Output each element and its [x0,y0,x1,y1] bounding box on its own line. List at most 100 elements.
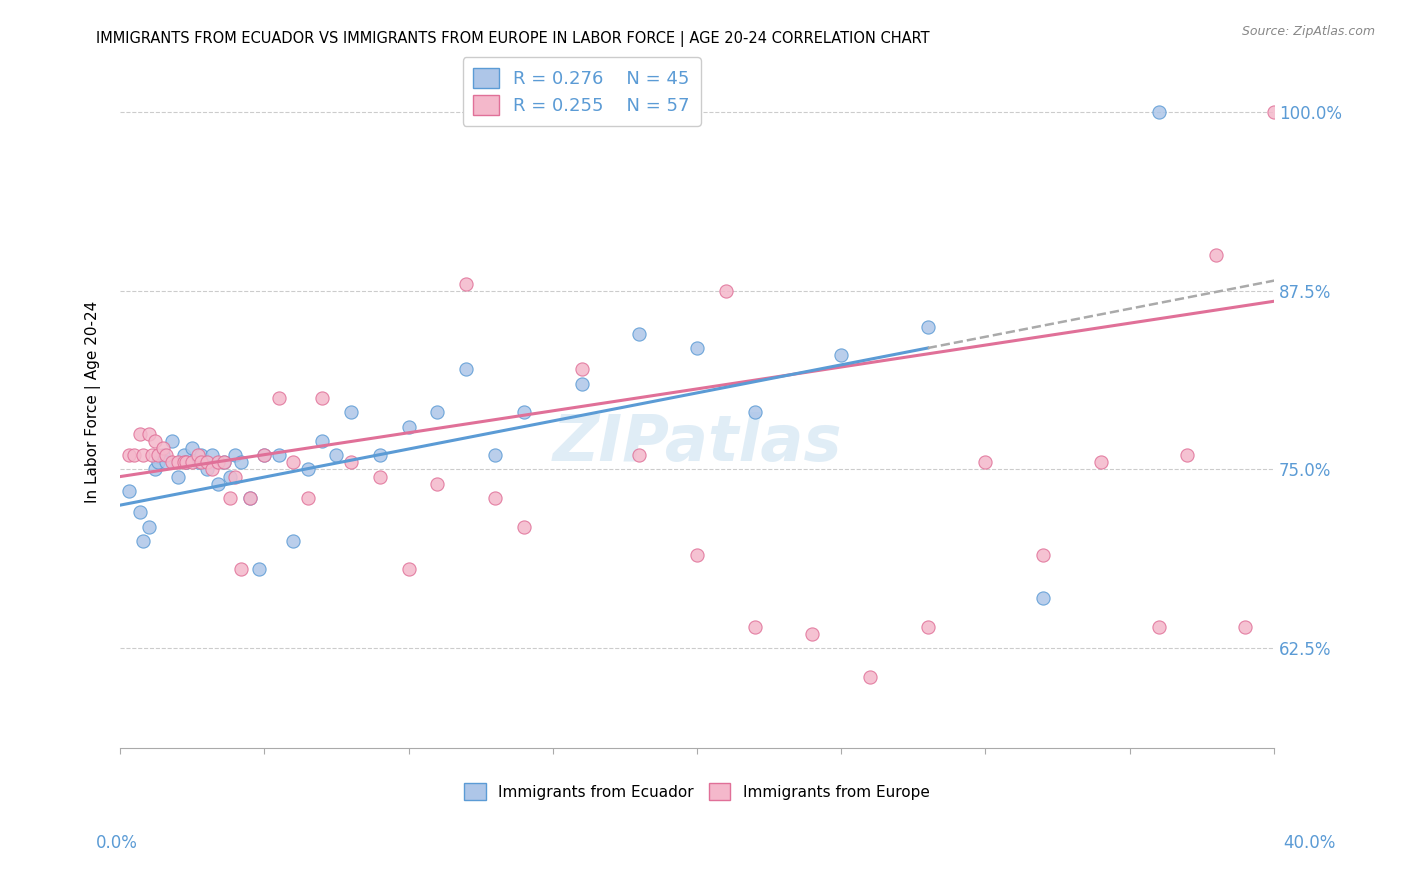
Point [138,426,160,441]
Text: ZIPatlas: ZIPatlas [553,412,842,475]
Point [138,519,160,533]
Point [176,455,198,469]
Point [218,491,240,505]
Point [181,441,204,455]
Point [160,455,183,469]
Point [1263,105,1285,120]
Point [132,448,155,462]
Point [224,448,246,462]
Point [187,455,209,469]
Point [686,548,709,562]
Point [190,455,212,469]
Point [426,405,449,419]
Point [1032,548,1054,562]
Point [231,562,253,576]
Point [267,391,290,405]
Point [166,469,188,483]
Point [253,448,276,462]
Point [1378,455,1400,469]
Point [368,448,391,462]
Point [181,455,204,469]
Point [212,455,235,469]
Point [398,419,420,434]
Point [176,455,198,469]
Point [1147,105,1170,120]
Point [830,348,852,362]
Point [1320,448,1343,462]
Point [801,626,824,640]
Point [155,448,177,462]
Point [190,448,212,462]
Text: 40.0%: 40.0% [1284,834,1336,852]
Point [340,455,363,469]
Point [340,405,363,419]
Point [426,476,449,491]
Point [247,562,270,576]
Point [297,462,319,476]
Point [744,619,766,633]
Point [231,455,253,469]
Point [513,405,536,419]
Point [398,562,420,576]
Point [152,441,174,455]
Point [173,448,195,462]
Point [974,455,997,469]
Point [686,341,709,355]
Text: IMMIGRANTS FROM ECUADOR VS IMMIGRANTS FROM EUROPE IN LABOR FORCE | AGE 20-24 COR: IMMIGRANTS FROM ECUADOR VS IMMIGRANTS FR… [96,31,929,47]
Point [129,505,152,519]
Point [118,448,141,462]
Point [484,491,506,505]
Point [143,434,166,448]
Point [917,619,939,633]
Point [224,469,246,483]
Point [212,455,235,469]
Point [132,533,155,548]
Point [173,455,195,469]
Point [143,462,166,476]
Point [513,519,536,533]
Point [195,462,218,476]
Point [118,483,141,498]
Point [239,491,262,505]
Point [744,405,766,419]
Point [218,469,240,483]
Point [368,469,391,483]
Point [1090,455,1112,469]
Point [267,448,290,462]
Point [253,448,276,462]
Point [146,455,169,469]
Point [124,448,146,462]
Point [166,455,188,469]
Point [207,455,229,469]
Point [325,448,347,462]
Point [207,476,229,491]
Point [141,448,163,462]
Point [297,491,319,505]
Point [201,448,224,462]
Point [456,362,478,376]
Legend: Immigrants from Ecuador, Immigrants from Europe: Immigrants from Ecuador, Immigrants from… [458,777,935,806]
Point [311,434,333,448]
Text: Source: ZipAtlas.com: Source: ZipAtlas.com [1241,25,1375,38]
Point [714,284,737,298]
Point [456,277,478,291]
Point [484,448,506,462]
Y-axis label: In Labor Force | Age 20-24: In Labor Force | Age 20-24 [86,301,101,503]
Point [859,670,882,684]
Point [146,448,169,462]
Point [129,426,152,441]
Point [281,533,304,548]
Point [571,376,593,391]
Point [917,319,939,334]
Point [187,448,209,462]
Text: 0.0%: 0.0% [96,834,138,852]
Point [152,448,174,462]
Point [281,455,304,469]
Point [155,455,177,469]
Point [1205,248,1227,262]
Point [1177,448,1199,462]
Point [201,462,224,476]
Point [1147,619,1170,633]
Point [571,362,593,376]
Point [628,326,651,341]
